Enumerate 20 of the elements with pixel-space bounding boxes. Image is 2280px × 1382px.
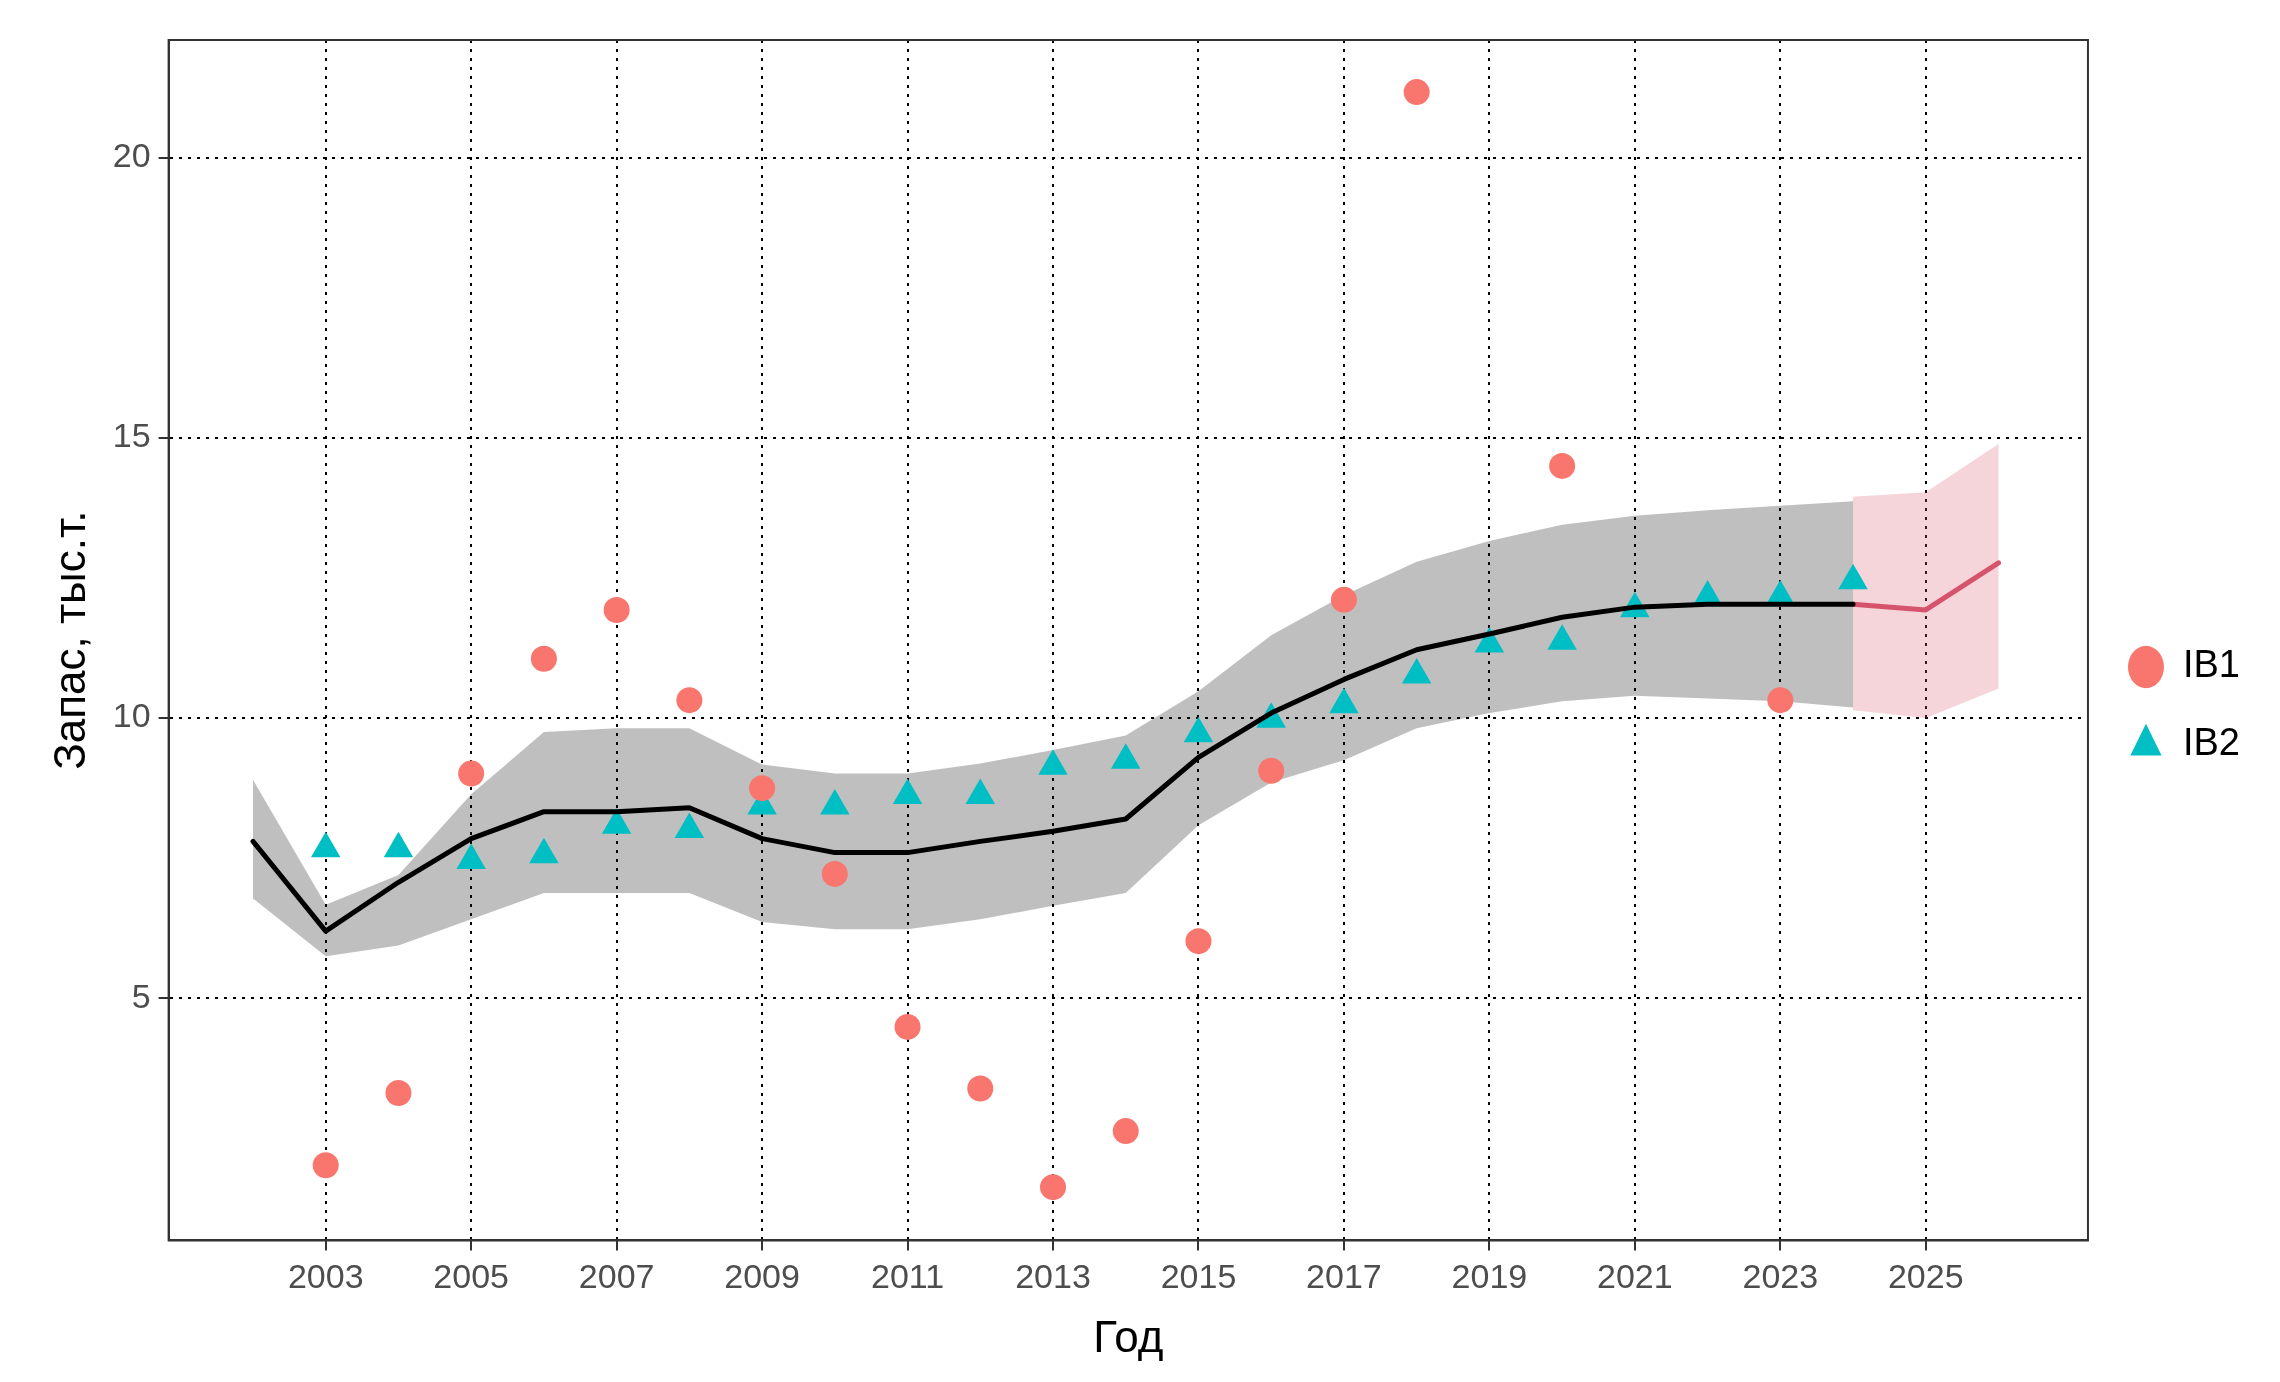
x-tick-label: 2023 <box>1742 1257 1819 1296</box>
x-axis-title: Год <box>1093 1311 1164 1361</box>
y-tick-label: 10 <box>112 696 151 735</box>
x-tick-label: 2025 <box>1887 1257 1964 1296</box>
x-tick-label: 2019 <box>1451 1257 1528 1296</box>
y-tick-label: 15 <box>112 416 151 455</box>
x-tick-label: 2015 <box>1160 1257 1237 1296</box>
x-tick-label: 2005 <box>433 1257 509 1296</box>
x-tick-label: 2011 <box>870 1257 945 1296</box>
legend-label: IB2 <box>2182 721 2241 764</box>
x-tick-label: 2003 <box>287 1257 364 1296</box>
y-axis-title: Запас, тыс.т. <box>44 510 94 770</box>
y-tick-label: 5 <box>131 976 151 1015</box>
x-tick-label: 2013 <box>1015 1257 1091 1296</box>
x-tick-label: 2017 <box>1306 1257 1382 1296</box>
x-tick-label: 2009 <box>724 1257 800 1296</box>
x-tick-label: 2021 <box>1597 1257 1673 1296</box>
legend-label: IB1 <box>2182 643 2241 686</box>
x-tick-label: 2007 <box>578 1257 655 1296</box>
y-tick-label: 20 <box>112 136 151 175</box>
